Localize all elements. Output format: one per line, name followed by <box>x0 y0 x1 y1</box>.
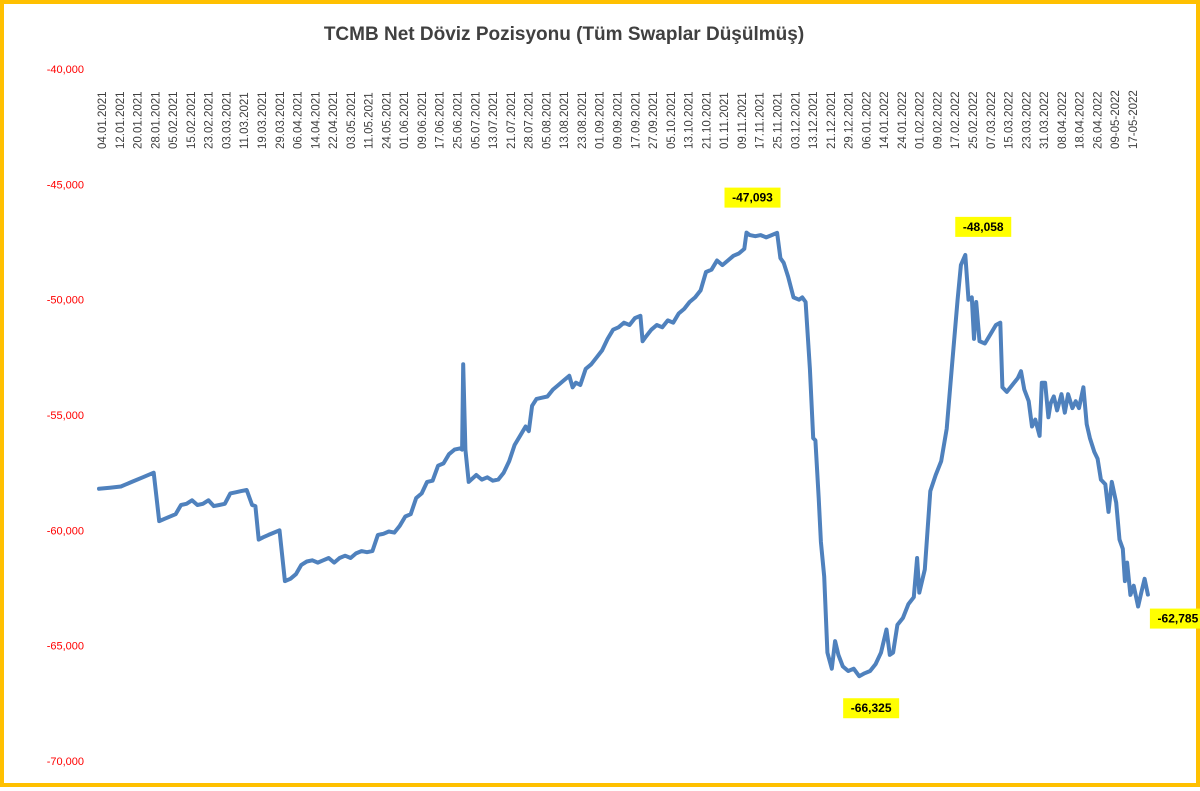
x-tick-label: 19.03.2021 <box>257 91 269 149</box>
y-tick-label: -70,000 <box>47 756 84 768</box>
x-tick-label: 17.09.2021 <box>630 91 642 149</box>
y-tick-label: -55,000 <box>47 410 84 422</box>
y-axis: -40,000 -45,000 -50,000 -55,000 -60,000 -65,0… <box>47 64 84 768</box>
x-tick-label: 06.01.2022 <box>861 91 873 149</box>
callout-0: -47,093 <box>725 188 781 208</box>
x-axis: 04.01.2021 12.01.2021 20.01.2021 28.01.2021… <box>97 90 1140 149</box>
x-tick-label: 01.02.2022 <box>915 91 927 149</box>
x-tick-label: 11.05.2021 <box>364 92 376 149</box>
callout-label: -66,325 <box>851 701 892 715</box>
x-tick-label: 14.04.2021 <box>310 91 322 149</box>
x-tick-label: 21.10.2021 <box>701 91 713 149</box>
x-tick-label: 13.10.2021 <box>684 91 696 149</box>
x-tick-label: 15.02.2021 <box>186 91 198 149</box>
x-tick-label: 09.02.2022 <box>932 91 944 149</box>
callout-label: -62,785 <box>1158 612 1199 626</box>
y-tick-label: -50,000 <box>47 295 84 307</box>
x-tick-label: 23.02.2021 <box>204 91 216 149</box>
x-tick-label: 18.04.2022 <box>1075 91 1087 149</box>
x-tick-label: 12.01.2021 <box>115 91 127 149</box>
x-tick-label: 23.03.2022 <box>1021 91 1033 149</box>
x-tick-label: 29.12.2021 <box>844 91 856 149</box>
x-tick-label: 17.11.2021 <box>755 92 767 149</box>
x-tick-label: 05.10.2021 <box>666 91 678 149</box>
series-line-0 <box>99 233 1148 677</box>
x-tick-label: 17-05-2022 <box>1128 90 1140 149</box>
x-tick-label: 14.01.2022 <box>879 91 891 149</box>
x-tick-label: 26.04.2022 <box>1092 91 1104 149</box>
x-tick-label: 05.02.2021 <box>168 91 180 149</box>
x-tick-label: 03.05.2021 <box>346 91 358 149</box>
x-tick-label: 27.09.2021 <box>648 91 660 149</box>
y-tick-label: -40,000 <box>47 64 84 76</box>
x-tick-label: 29.03.2021 <box>275 91 287 149</box>
x-tick-label: 03.03.2021 <box>221 91 233 149</box>
x-tick-label: 25.11.2021 <box>772 92 784 149</box>
x-tick-label: 25.02.2022 <box>968 91 980 149</box>
x-tick-label: 15.03.2022 <box>1004 91 1016 149</box>
x-tick-label: 13.08.2021 <box>559 91 571 149</box>
x-tick-label: 08.04.2022 <box>1057 91 1069 149</box>
callout-1: -48,058 <box>955 217 1011 237</box>
x-tick-label: 24.05.2021 <box>381 91 393 149</box>
x-tick-label: 01.11.2021 <box>719 92 731 149</box>
y-tick-label: -65,000 <box>47 641 84 653</box>
x-tick-label: 23.08.2021 <box>577 91 589 149</box>
callout-label: -47,093 <box>732 191 773 205</box>
x-tick-label: 07.03.2022 <box>986 91 998 149</box>
callout-2: -66,325 <box>843 698 899 718</box>
x-tick-label: 22.04.2021 <box>328 91 340 149</box>
x-tick-label: 25.06.2021 <box>453 91 465 149</box>
series-layer <box>99 233 1148 677</box>
x-tick-label: 06.04.2021 <box>293 91 305 149</box>
x-tick-label: 01.09.2021 <box>595 91 607 149</box>
y-tick-label: -60,000 <box>47 525 84 537</box>
x-tick-label: 24.01.2022 <box>897 91 909 149</box>
x-tick-label: 17.06.2021 <box>435 91 447 149</box>
x-tick-label: 05.08.2021 <box>541 91 553 149</box>
x-tick-label: 09.09.2021 <box>613 91 625 149</box>
x-tick-label: 04.01.2021 <box>97 91 109 149</box>
x-tick-label: 13.07.2021 <box>488 91 500 149</box>
x-tick-label: 09.06.2021 <box>417 91 429 149</box>
x-tick-label: 31.03.2022 <box>1039 91 1051 149</box>
x-tick-label: 11.03.2021 <box>239 92 251 149</box>
x-tick-label: 05.07.2021 <box>470 91 482 149</box>
x-tick-label: 21.07.2021 <box>506 91 518 149</box>
x-tick-label: 17.02.2022 <box>950 91 962 149</box>
x-tick-label: 28.07.2021 <box>524 91 536 149</box>
y-tick-label: -45,000 <box>47 179 84 191</box>
x-tick-label: 21.12.2021 <box>826 91 838 149</box>
x-tick-label: 09.11.2021 <box>737 92 749 149</box>
x-tick-label: 28.01.2021 <box>150 91 162 149</box>
x-tick-label: 09-05-2022 <box>1110 90 1122 149</box>
callout-label: -48,058 <box>963 220 1004 234</box>
line-chart: -40,000 -45,000 -50,000 -55,000 -60,000 -65,0… <box>4 4 1200 791</box>
x-tick-label: 01.06.2021 <box>399 91 411 149</box>
x-tick-label: 03.12.2021 <box>790 91 802 149</box>
x-tick-label: 20.01.2021 <box>133 91 145 149</box>
callout-3: -62,785 <box>1150 609 1200 629</box>
x-tick-label: 13.12.2021 <box>808 91 820 149</box>
